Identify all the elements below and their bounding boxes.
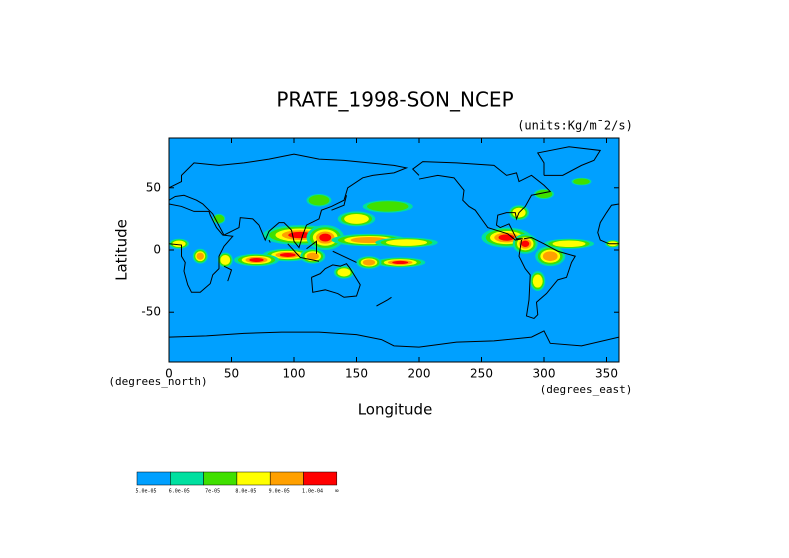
precip-region xyxy=(362,259,376,266)
coastline xyxy=(287,243,320,262)
y-tick-label: -50 xyxy=(141,305,161,319)
coastline xyxy=(536,146,602,176)
precip-region xyxy=(308,195,330,206)
units-label: (units:Kg/m¯2/s) xyxy=(517,119,633,133)
x-tick-label: 100 xyxy=(283,367,306,381)
coastline xyxy=(518,237,577,320)
coastline xyxy=(332,250,357,263)
y-tick-label: 0 xyxy=(153,243,161,257)
x-tick-label: 0 xyxy=(165,367,173,381)
colorbar-label: 5.0e-05 xyxy=(135,489,156,495)
coastline xyxy=(376,296,392,307)
precip-region xyxy=(532,274,543,288)
precip-region xyxy=(172,240,186,248)
y-unit-label: (degrees_north) xyxy=(108,375,207,388)
precip-region xyxy=(319,233,332,242)
colorbar-box xyxy=(269,471,304,486)
x-tick-label: 350 xyxy=(595,367,618,381)
precip-region xyxy=(573,178,590,185)
y-tick-label: 50 xyxy=(146,180,161,194)
coastline xyxy=(223,265,233,282)
coastline xyxy=(169,203,234,293)
coastline xyxy=(311,263,361,298)
coastline xyxy=(306,240,317,254)
coastline xyxy=(169,153,409,249)
precip-region xyxy=(521,240,530,247)
coastline xyxy=(268,239,271,243)
precip-region xyxy=(337,268,351,277)
precip-region xyxy=(392,260,409,265)
colorbar-box xyxy=(170,471,204,486)
coastline xyxy=(169,330,619,348)
precip-region xyxy=(552,240,586,248)
colorbar-label: 8.0e-05 xyxy=(235,489,256,495)
map-title: PRATE_1998-SON_NCEP xyxy=(276,88,513,112)
x-tick-label: 300 xyxy=(533,367,556,381)
field xyxy=(169,146,619,348)
precip-region xyxy=(220,255,231,265)
precip-region xyxy=(385,239,428,246)
colorbar-label: 1.0e-04 xyxy=(302,489,323,495)
x-tick-label: 250 xyxy=(470,367,493,381)
precip-region xyxy=(344,213,369,224)
x-unit-label: (degrees_east) xyxy=(540,383,633,396)
precip-region xyxy=(542,251,558,262)
map-area: 0 50 100 150 200 250 300 350 -50 0 50 xyxy=(141,137,620,381)
colorbar-label: 9.0e-05 xyxy=(269,489,290,495)
colorbar-box xyxy=(303,471,338,486)
colorbar-label: 6.0e-05 xyxy=(169,489,190,495)
precip-region xyxy=(249,257,264,262)
x-tick-label: 50 xyxy=(224,367,239,381)
colorbar: 5.0e-05 6.0e-05 7e-05 8.0e-05 9.0e-05 1.0e-04… xyxy=(135,471,339,495)
colorbar-box xyxy=(203,471,238,486)
x-tick-label: 200 xyxy=(408,367,431,381)
coastline xyxy=(411,161,552,241)
coastline xyxy=(597,203,619,245)
colorbar-box xyxy=(136,471,171,486)
colorbar-end-label: ∞ xyxy=(335,488,339,495)
coastline xyxy=(331,195,347,211)
precip-region xyxy=(288,231,313,239)
precip-region xyxy=(279,252,296,257)
x-tick-label: 150 xyxy=(345,367,368,381)
precip-region xyxy=(306,252,319,260)
precip-region xyxy=(367,201,409,212)
colorbar-label: 7e-05 xyxy=(205,489,220,495)
colorbar-box xyxy=(236,471,271,486)
y-axis-label: Latitude xyxy=(113,219,131,281)
precip-region xyxy=(196,252,204,260)
x-axis-label: Longitude xyxy=(358,401,433,419)
